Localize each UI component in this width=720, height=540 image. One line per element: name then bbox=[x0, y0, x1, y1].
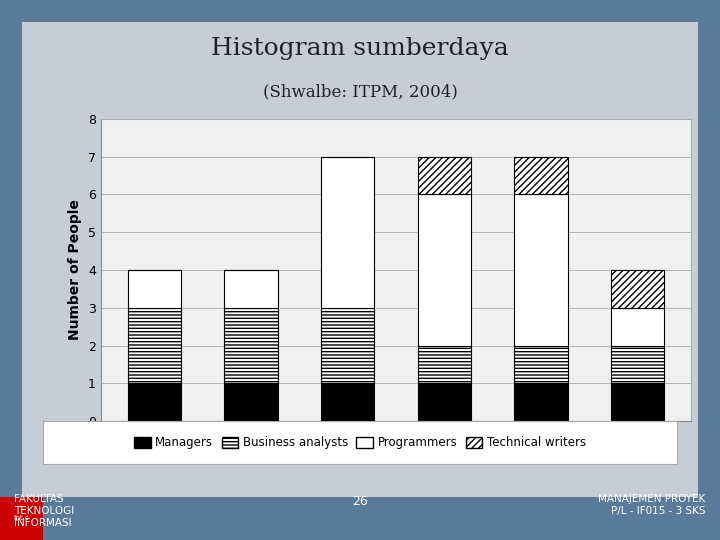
Text: (Shwalbe: ITPM, 2004): (Shwalbe: ITPM, 2004) bbox=[263, 83, 457, 100]
Legend: Managers, Business analysts, Programmers, Technical writers: Managers, Business analysts, Programmers… bbox=[130, 431, 590, 454]
Bar bbox=[515, 346, 567, 383]
Y-axis label: Number of People: Number of People bbox=[68, 200, 82, 340]
FancyBboxPatch shape bbox=[22, 22, 698, 497]
Bar bbox=[321, 308, 374, 383]
Bar bbox=[515, 383, 567, 421]
Bar bbox=[225, 308, 277, 383]
Text: MANAJEMEN PROYEK
P/L - IF015 - 3 SKS: MANAJEMEN PROYEK P/L - IF015 - 3 SKS bbox=[598, 495, 706, 516]
Bar bbox=[321, 157, 374, 308]
Bar bbox=[418, 157, 471, 194]
Bar bbox=[515, 157, 567, 194]
FancyBboxPatch shape bbox=[0, 497, 43, 540]
Bar bbox=[611, 270, 665, 308]
Text: fpt.c: fpt.c bbox=[14, 515, 30, 522]
Bar bbox=[225, 383, 277, 421]
Bar bbox=[611, 308, 665, 346]
Bar bbox=[418, 194, 471, 346]
Bar bbox=[321, 383, 374, 421]
Text: 26: 26 bbox=[352, 495, 368, 508]
Text: FAKULTAS
TEKNOLOGI
INFORMASI: FAKULTAS TEKNOLOGI INFORMASI bbox=[14, 495, 75, 528]
Bar bbox=[418, 346, 471, 383]
Bar bbox=[611, 346, 665, 383]
Text: Histogram sumberdaya: Histogram sumberdaya bbox=[211, 37, 509, 60]
Bar bbox=[127, 270, 181, 308]
Bar bbox=[611, 383, 665, 421]
Bar bbox=[127, 383, 181, 421]
Bar bbox=[225, 270, 277, 308]
Bar bbox=[418, 383, 471, 421]
Bar bbox=[515, 194, 567, 346]
Bar bbox=[127, 308, 181, 383]
